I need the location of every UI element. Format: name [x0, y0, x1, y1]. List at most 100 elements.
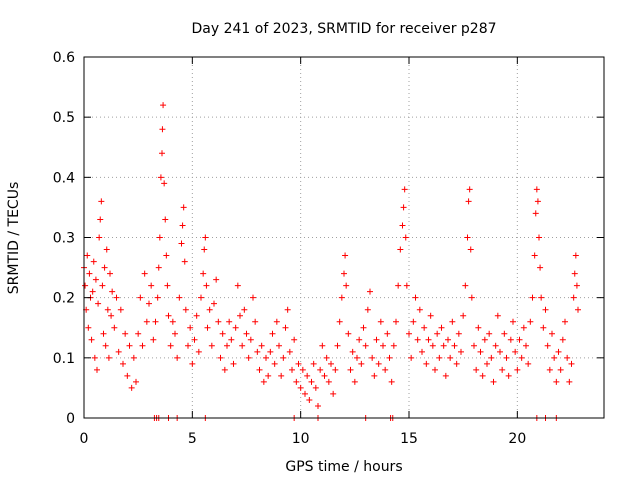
data-point — [393, 318, 399, 325]
data-point — [347, 366, 354, 373]
data-point — [364, 306, 371, 313]
data-point — [159, 150, 165, 157]
data-point — [432, 366, 438, 373]
data-point — [219, 330, 226, 337]
data-point — [540, 324, 547, 331]
data-point — [449, 318, 456, 325]
data-point — [342, 252, 349, 259]
data-point — [492, 342, 499, 349]
data-point — [155, 264, 162, 271]
data-point — [486, 330, 493, 337]
data-point — [90, 258, 97, 265]
data-point — [88, 336, 95, 343]
data-point — [505, 372, 512, 379]
data-point — [442, 372, 449, 379]
data-point — [159, 126, 166, 133]
data-point — [201, 246, 208, 253]
data-point — [217, 354, 224, 361]
data-point — [174, 354, 181, 361]
data-point — [419, 348, 425, 355]
data-point — [438, 324, 445, 331]
data-point — [232, 324, 239, 331]
data-point — [386, 354, 393, 361]
y-tick-label: 0.4 — [53, 170, 75, 186]
data-point — [401, 186, 408, 193]
data-point — [143, 318, 150, 325]
data-point — [416, 306, 423, 313]
data-point — [510, 318, 516, 325]
data-point — [286, 348, 293, 355]
data-point — [247, 336, 254, 343]
data-point — [571, 270, 578, 277]
data-point — [99, 282, 106, 289]
data-point — [213, 276, 220, 283]
data-point — [191, 336, 198, 343]
y-tick-label: 0.1 — [53, 351, 75, 367]
data-point — [566, 378, 573, 385]
data-point — [250, 294, 256, 301]
data-point — [518, 354, 525, 361]
data-point — [397, 246, 404, 253]
data-point — [497, 348, 503, 355]
data-point — [351, 378, 358, 385]
data-point — [204, 324, 211, 331]
data-point — [467, 246, 474, 253]
data-point — [276, 342, 282, 349]
data-point — [533, 186, 540, 193]
data-point — [179, 222, 186, 229]
data-point — [176, 294, 183, 301]
data-point — [343, 282, 350, 289]
data-point — [102, 342, 109, 349]
data-point — [86, 270, 93, 277]
data-point — [354, 354, 360, 361]
data-point — [280, 354, 287, 361]
data-point — [315, 402, 321, 409]
data-point — [434, 330, 441, 337]
data-point — [180, 204, 187, 211]
data-point — [453, 360, 460, 367]
data-point — [293, 378, 300, 385]
data-point — [162, 216, 169, 223]
data-point — [137, 294, 144, 301]
data-point — [408, 354, 415, 361]
data-point — [297, 384, 304, 391]
data-point — [570, 294, 577, 301]
data-point — [150, 336, 157, 343]
data-point — [126, 342, 133, 349]
data-point — [91, 354, 98, 361]
data-point — [373, 336, 380, 343]
y-axis-label: SRMTID / TECUs — [6, 182, 22, 295]
data-point — [488, 354, 495, 361]
data-point — [139, 342, 146, 349]
data-point — [568, 360, 575, 367]
data-point — [429, 342, 436, 349]
data-point — [263, 354, 269, 361]
data-point — [423, 360, 430, 367]
data-point — [529, 294, 536, 301]
data-point — [89, 288, 96, 295]
data-point — [206, 306, 213, 313]
data-point — [165, 312, 172, 319]
data-point — [84, 252, 91, 259]
data-point — [501, 330, 508, 337]
data-point — [362, 342, 369, 349]
data-point — [557, 366, 564, 373]
data-point — [133, 378, 139, 385]
data-point — [436, 354, 443, 361]
data-point — [402, 234, 409, 241]
data-point — [267, 348, 274, 355]
data-point — [193, 312, 200, 319]
data-point — [336, 318, 343, 325]
data-point — [95, 300, 102, 307]
data-point — [338, 294, 345, 301]
data-point — [406, 330, 412, 337]
data-point — [157, 174, 164, 181]
data-point — [103, 246, 110, 253]
x-tick-label: 15 — [400, 431, 418, 447]
data-point — [465, 198, 472, 205]
data-point — [198, 294, 204, 301]
data-point — [514, 366, 521, 373]
data-point — [512, 348, 519, 355]
data-point — [468, 294, 475, 301]
